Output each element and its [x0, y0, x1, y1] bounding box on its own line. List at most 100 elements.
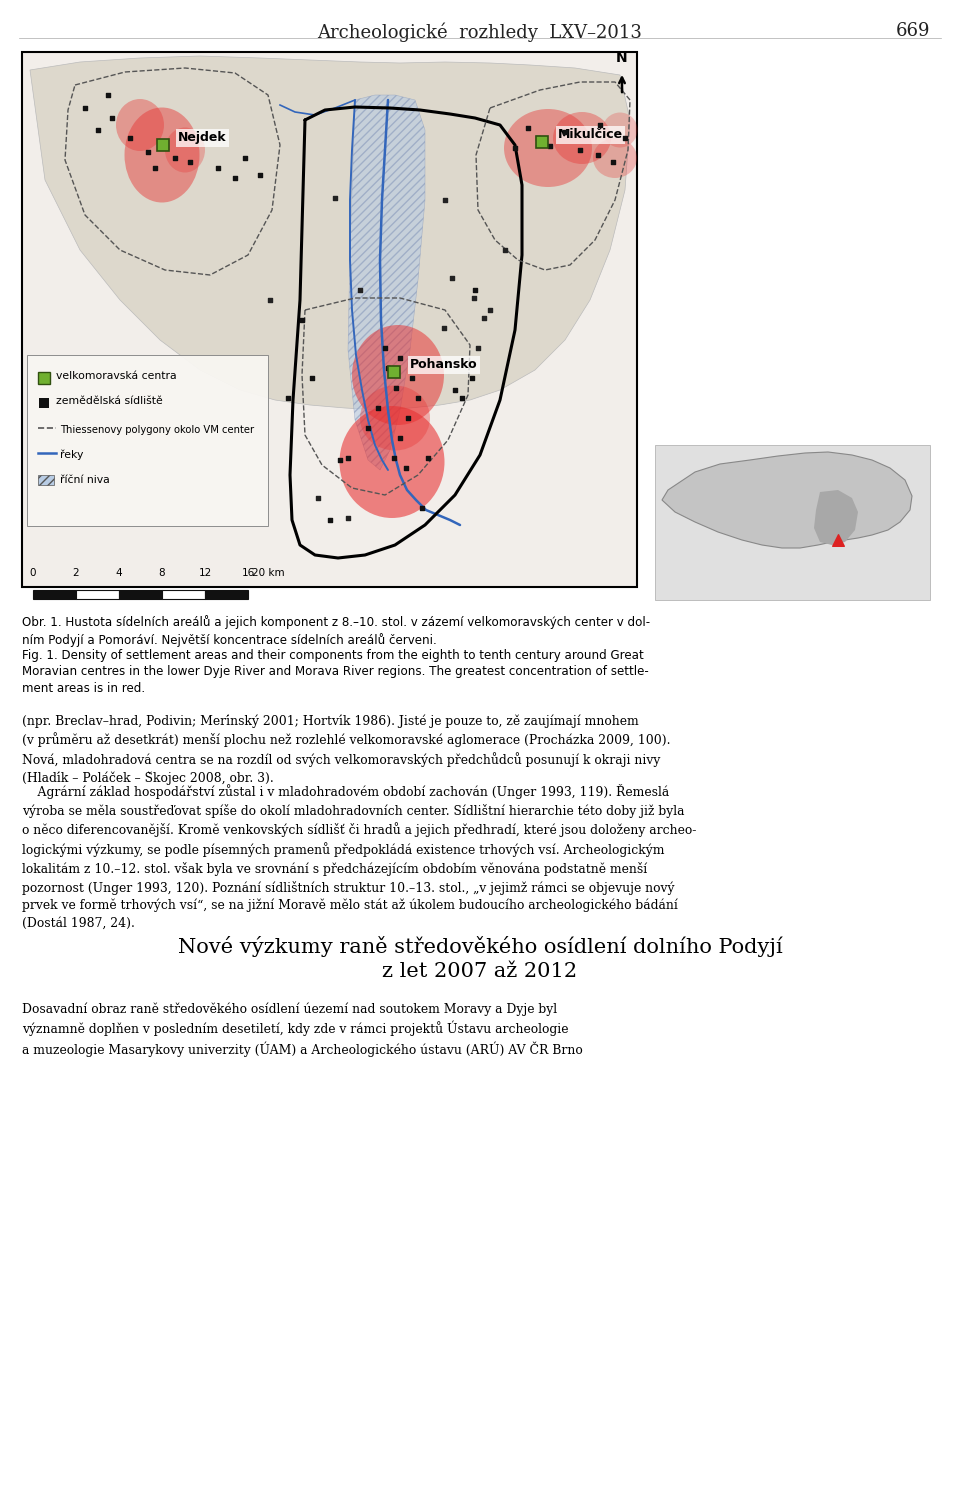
Bar	[38, 474, 54, 485]
Ellipse shape	[553, 112, 611, 165]
Text: velkomoravská centra: velkomoravská centra	[56, 372, 177, 381]
Point	[332, 447, 348, 471]
Polygon shape	[662, 452, 912, 548]
Ellipse shape	[165, 127, 205, 172]
Point	[606, 150, 621, 174]
Point	[617, 125, 633, 150]
Point	[101, 83, 115, 107]
Point	[507, 136, 522, 160]
Point	[590, 144, 606, 168]
Point	[371, 396, 386, 420]
Bar	[76, 589, 119, 598]
Point	[572, 138, 588, 162]
Text: 12: 12	[199, 568, 211, 579]
Text: Pohansko: Pohansko	[410, 358, 478, 372]
Point	[482, 298, 497, 322]
Point	[393, 426, 408, 450]
Point	[592, 113, 608, 138]
Bar	[39, 397, 49, 408]
Text: 2: 2	[73, 568, 80, 579]
Point	[327, 186, 343, 210]
Point	[520, 116, 536, 141]
Point	[400, 406, 416, 431]
Text: Fig. 1. Density of settlement areas and their components from the eighth to tent: Fig. 1. Density of settlement areas and …	[22, 650, 649, 695]
Text: z let 2007 až 2012: z let 2007 až 2012	[382, 963, 578, 981]
Point	[340, 506, 355, 530]
Text: 16: 16	[241, 568, 254, 579]
Ellipse shape	[352, 325, 444, 425]
Point	[444, 266, 460, 290]
Point	[310, 487, 325, 511]
Point	[410, 385, 425, 409]
Point	[404, 366, 420, 390]
Point	[262, 289, 277, 313]
FancyBboxPatch shape	[655, 446, 930, 600]
Bar	[119, 589, 162, 598]
Text: Archeologické  rozhledy  LXV–2013: Archeologické rozhledy LXV–2013	[318, 23, 642, 41]
Point	[210, 156, 226, 180]
Text: Mikulčice: Mikulčice	[558, 128, 623, 142]
Point	[78, 95, 93, 119]
Point	[360, 416, 375, 440]
Text: 4: 4	[116, 568, 122, 579]
Text: 0: 0	[30, 568, 36, 579]
Point	[182, 150, 198, 174]
Text: N: N	[616, 51, 628, 65]
Point	[465, 366, 480, 390]
Text: (npr. Breclav–hrad, Podivin; Merínský 2001; Hortvík 1986). Jisté je pouze to: (npr. Breclav–hrad, Podivin; Merínský …	[22, 715, 670, 786]
Point	[295, 308, 310, 332]
Point	[122, 125, 137, 150]
Point	[380, 357, 396, 381]
Point	[280, 385, 296, 409]
Point	[323, 508, 338, 532]
Bar	[388, 366, 400, 378]
Polygon shape	[30, 56, 630, 409]
Point	[105, 106, 120, 130]
Ellipse shape	[116, 100, 164, 151]
Point	[388, 376, 403, 400]
Point	[304, 366, 320, 390]
Point	[542, 134, 558, 159]
Point	[415, 496, 430, 520]
Point	[352, 278, 368, 302]
Point	[377, 335, 393, 360]
Point	[470, 335, 486, 360]
Ellipse shape	[593, 138, 637, 178]
Text: Nové výzkumy raně středověkého osídlení dolního Podyjí: Nové výzkumy raně středověkého osídlení …	[178, 935, 782, 956]
Ellipse shape	[603, 112, 637, 148]
Polygon shape	[348, 95, 425, 470]
Point	[497, 237, 513, 261]
Point	[90, 118, 106, 142]
Point	[386, 446, 401, 470]
Bar	[162, 589, 205, 598]
Point	[436, 316, 451, 340]
Text: 20 km: 20 km	[252, 568, 284, 579]
Text: říční niva: říční niva	[60, 474, 109, 485]
Ellipse shape	[340, 406, 444, 518]
Bar	[536, 136, 548, 148]
Point	[420, 446, 436, 470]
Point	[155, 130, 170, 154]
Bar	[33, 589, 76, 598]
Point	[393, 346, 408, 370]
Point	[398, 456, 414, 480]
Text: 8: 8	[158, 568, 165, 579]
Text: Agrární základ hospodářství zůstal i v mladohradovém období zachován (Unger 1993: Agrární základ hospodářství zůstal i v m…	[22, 784, 696, 929]
Text: 669: 669	[896, 23, 930, 39]
FancyBboxPatch shape	[22, 51, 637, 586]
Text: Thiessenovy polygony okolo VM center: Thiessenovy polygony okolo VM center	[60, 425, 254, 435]
Point	[228, 166, 243, 190]
Bar	[205, 589, 248, 598]
Text: zemědělská sídliště: zemědělská sídliště	[56, 396, 163, 406]
Bar	[157, 139, 169, 151]
Point	[140, 141, 156, 165]
Point	[167, 147, 182, 171]
Point	[476, 305, 492, 329]
Point	[830, 527, 846, 552]
Point	[467, 286, 482, 310]
Polygon shape	[814, 490, 858, 545]
Point	[147, 156, 162, 180]
Point	[340, 446, 355, 470]
Ellipse shape	[504, 109, 592, 187]
FancyBboxPatch shape	[27, 355, 268, 526]
